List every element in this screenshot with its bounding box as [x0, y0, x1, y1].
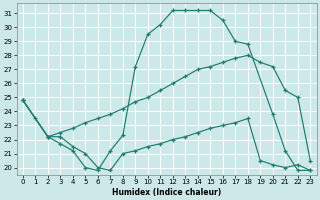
X-axis label: Humidex (Indice chaleur): Humidex (Indice chaleur) — [112, 188, 221, 197]
